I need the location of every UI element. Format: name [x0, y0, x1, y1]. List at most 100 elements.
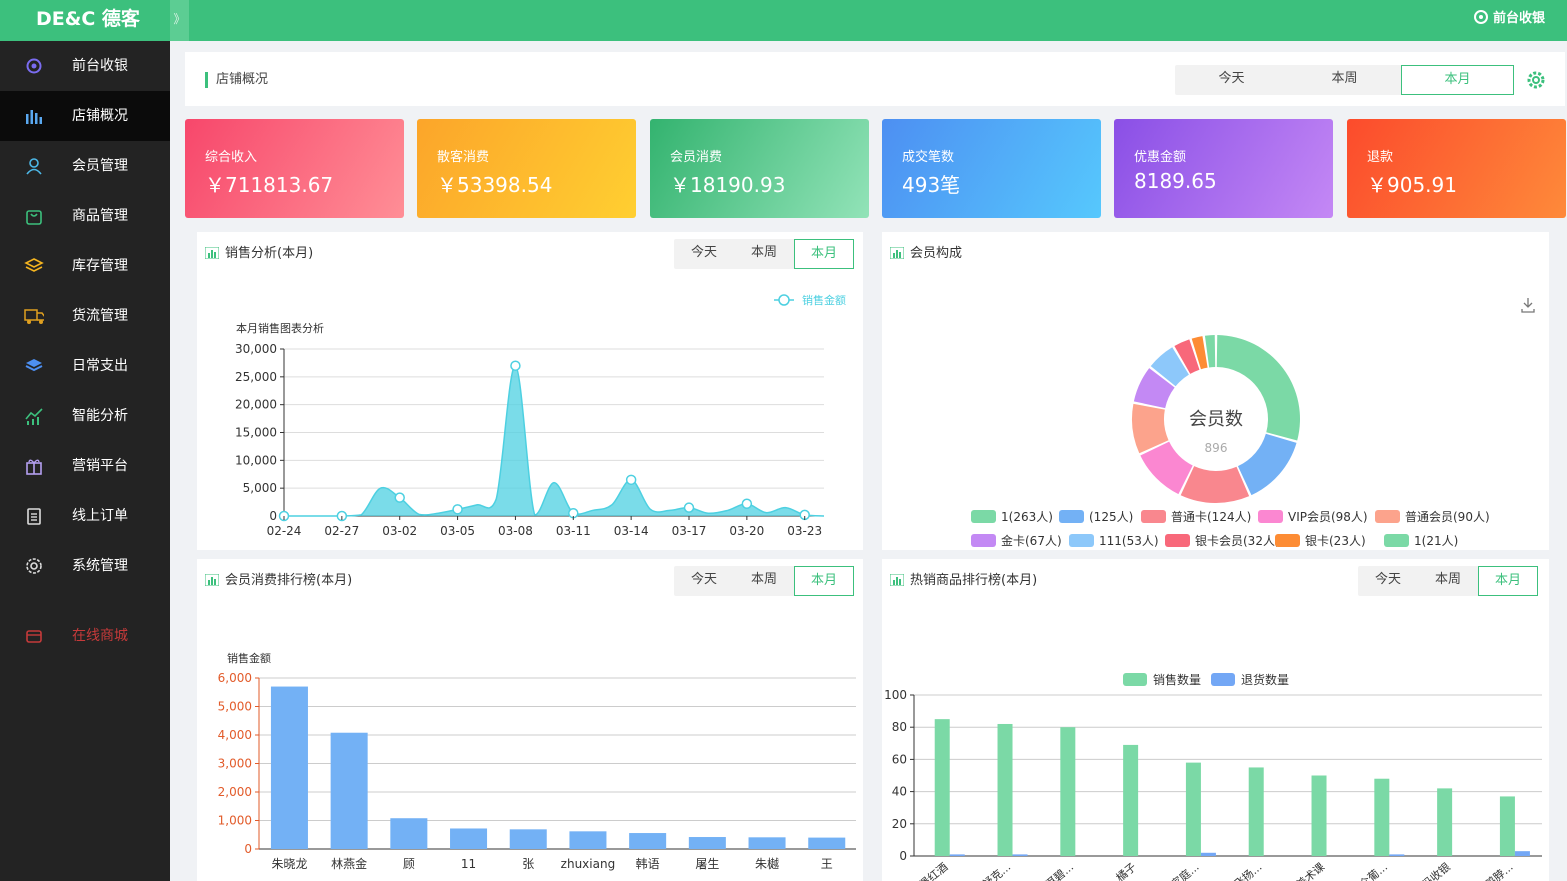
x-tick-label: 精武鸭脖... — [1466, 860, 1516, 881]
x-tick-label: 莱菲堡红酒 — [899, 860, 950, 881]
period-today-button[interactable]: 今天 — [690, 572, 717, 587]
stat-label: 成交笔数 — [902, 150, 955, 165]
legend-label: 1(263人) — [1001, 510, 1053, 524]
legend-swatch — [1069, 534, 1094, 547]
sidebar-item-system[interactable]: 系统管理 — [0, 541, 170, 591]
period-month-button[interactable]: 本月 — [1478, 566, 1538, 596]
x-tick-label: 威力洱碧... — [1026, 860, 1076, 881]
sidebar-item-marketing[interactable]: 营销平台 — [0, 441, 170, 491]
front-cashier-link[interactable]: 前台收银 — [1473, 0, 1545, 41]
app-logo[interactable]: DE&C 德客 — [36, 8, 140, 30]
member-donut-chart: 会员数 896 1(263人) (125人) 普通卡(124人) VIP会员(98人) 普通… — [971, 335, 1490, 548]
bar — [1514, 851, 1530, 856]
x-tick-label: 舒客舒克... — [963, 860, 1014, 881]
sidebar-item-overview[interactable]: 店铺概况 — [0, 91, 170, 141]
stat-transaction-count: 成交笔数 493笔 — [882, 119, 1101, 218]
x-tick-label: 屠生 — [695, 857, 719, 871]
y-tick-label: 80 — [892, 720, 907, 734]
chart-title: 本月销售图表分析 — [236, 321, 324, 335]
sales-area — [284, 365, 824, 516]
sidebar-item-label: 日常支出 — [72, 358, 128, 374]
data-point — [278, 510, 290, 522]
y-tick-label: 30,000 — [235, 342, 277, 356]
donut-slice — [1204, 335, 1216, 368]
donut-slice — [1174, 339, 1200, 374]
y-tick-label: 5,000 — [243, 481, 277, 495]
legend-swatch — [1211, 673, 1235, 686]
y-tick-label: 2,000 — [218, 785, 252, 799]
sidebar-item-members[interactable]: 会员管理 — [0, 141, 170, 191]
sidebar-item-online-orders[interactable]: 线上订单 — [0, 491, 170, 541]
period-week-button[interactable]: 本周 — [1331, 71, 1358, 86]
period-week-button[interactable]: 本周 — [750, 572, 777, 587]
y-tick-label: 3,000 — [218, 757, 252, 771]
legend-label: 1(21人) — [1414, 534, 1458, 548]
sidebar-item-label: 前台收银 — [72, 58, 128, 74]
legend-marker — [778, 294, 790, 306]
legend-label: 销售金额 — [802, 293, 846, 307]
member-composition-panel: 会员构成 会员数 896 1(263人) (125人) 普通卡(124人) VIP会员(9… — [882, 232, 1549, 550]
period-today-button[interactable]: 今天 — [1374, 572, 1401, 587]
bar — [997, 723, 1013, 856]
settings-icon[interactable] — [1527, 71, 1545, 89]
sidebar-item-expenses[interactable]: 日常支出 — [0, 341, 170, 391]
sidebar-item-products[interactable]: 商品管理 — [0, 191, 170, 241]
x-tick-label: 03-20 — [729, 524, 764, 538]
bar — [1248, 767, 1264, 856]
sidebar-item-cashier[interactable]: 前台收银 — [0, 41, 170, 91]
legend-label: 111(53人) — [1099, 534, 1159, 548]
y-tick-label: 4,000 — [218, 728, 252, 742]
download-icon[interactable] — [1520, 297, 1536, 313]
legend-label: VIP会员(98人) — [1288, 510, 1368, 524]
donut-slice — [1140, 441, 1193, 495]
legend-label: 普通卡(124人) — [1171, 510, 1251, 524]
period-today-button[interactable]: 今天 — [690, 245, 717, 260]
sidebar-item-online-store[interactable]: 在线商城 — [0, 611, 170, 661]
panel-title: 会员构成 — [890, 246, 962, 262]
page-title: 店铺概况 — [205, 72, 268, 88]
bar — [934, 719, 950, 856]
legend-swatch — [1059, 510, 1084, 523]
x-tick-label: 11 — [461, 857, 476, 871]
data-point — [741, 498, 753, 510]
gift-icon — [24, 457, 44, 475]
y-tick-label: 20 — [892, 817, 907, 831]
user-icon — [24, 157, 44, 175]
chart-icon — [205, 574, 219, 586]
legend-swatch — [1275, 534, 1300, 547]
sidebar-item-inventory[interactable]: 库存管理 — [0, 241, 170, 291]
period-month-button[interactable]: 本月 — [794, 239, 854, 269]
sidebar-item-analysis[interactable]: 智能分析 — [0, 391, 170, 441]
period-week-button[interactable]: 本周 — [1434, 572, 1461, 587]
legend-swatch — [1141, 510, 1166, 523]
x-tick-label: 美术课 — [1294, 860, 1328, 881]
top-bar: DE&C 德客 》 前台收银 — [0, 0, 1567, 41]
x-tick-label: 02-27 — [324, 524, 359, 538]
period-week-button[interactable]: 本周 — [750, 245, 777, 260]
stat-label: 优惠金额 — [1134, 150, 1187, 165]
period-month-button[interactable]: 本月 — [1401, 65, 1514, 95]
overview-header: 店铺概况 今天 本周 本月 — [185, 52, 1565, 106]
hot-period-switch: 今天 本周 本月 — [1358, 566, 1538, 596]
bar — [270, 686, 308, 849]
sidebar-item-label: 货流管理 — [72, 308, 128, 324]
hot-products-chart: 销售数量 退货数量 0 20 40 60 80 100 莱菲堡红酒舒客舒克... 威力洱碧... 橘… — [884, 672, 1542, 881]
sidebar-item-label: 系统管理 — [72, 558, 128, 574]
sidebar-collapse-button[interactable]: 》 — [170, 0, 189, 41]
stat-discount-amount: 优惠金额 8189.65 — [1114, 119, 1333, 218]
clipboard-icon — [24, 507, 44, 525]
bar — [569, 831, 607, 849]
stat-guest-consumption: 散客消费 ￥53398.54 — [417, 119, 636, 218]
legend-label: 银卡会员(32人) — [1195, 534, 1280, 548]
sidebar-item-label: 店铺概况 — [72, 108, 128, 124]
bar — [1200, 852, 1216, 856]
bar — [1389, 854, 1405, 856]
x-tick-label: 03-11 — [556, 524, 591, 538]
bar — [450, 828, 488, 849]
period-switch: 今天 本周 本月 — [1175, 65, 1514, 95]
y-tick-label: 25,000 — [235, 370, 277, 384]
front-cashier-label: 前台收银 — [1492, 11, 1545, 26]
period-month-button[interactable]: 本月 — [794, 566, 854, 596]
sidebar-item-logistics[interactable]: 货流管理 — [0, 291, 170, 341]
period-today-button[interactable]: 今天 — [1218, 71, 1245, 86]
